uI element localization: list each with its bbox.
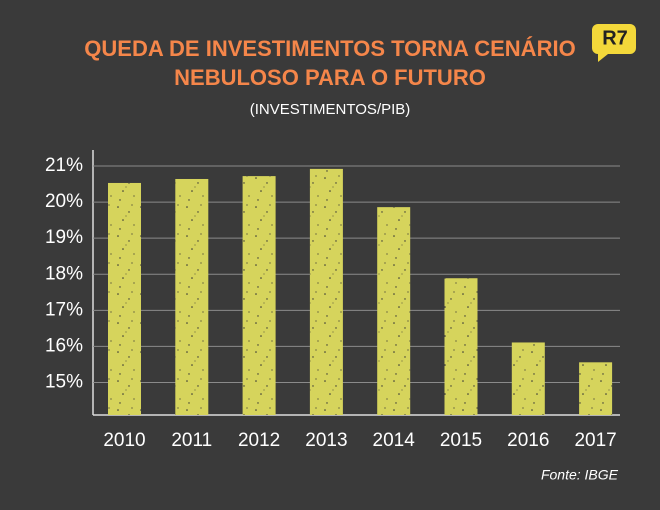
logo: R7	[602, 27, 628, 49]
y-tick-label: 15%	[45, 372, 83, 393]
x-tick-label: 2017	[574, 430, 616, 451]
bar-texture	[309, 168, 343, 415]
x-tick-label: 2012	[238, 430, 280, 451]
bar-texture	[108, 182, 141, 415]
y-tick-label: 16%	[45, 335, 83, 356]
x-tick-label: 2015	[440, 430, 482, 451]
y-tick-label: 19%	[45, 227, 83, 248]
y-tick-label: 20%	[45, 191, 83, 212]
x-tick-label: 2016	[507, 430, 549, 451]
chart-subtitle: (INVESTIMENTOS/PIB)	[250, 101, 411, 118]
chart-title: QUEDA DE INVESTIMENTOS TORNA CENÁRIO	[84, 36, 575, 61]
x-tick-label: 2011	[171, 430, 212, 451]
source: Fonte: IBGE	[541, 467, 619, 483]
bar-texture	[377, 207, 411, 415]
x-tick-label: 2010	[103, 430, 145, 451]
bar-texture	[175, 178, 209, 415]
bar-texture	[444, 278, 478, 415]
bar-texture	[511, 342, 545, 415]
y-tick-label: 21%	[45, 155, 83, 176]
x-tick-label: 2014	[373, 430, 416, 451]
logo-badge	[592, 24, 636, 62]
x-tick-label: 2013	[305, 430, 347, 451]
bar-texture	[242, 176, 276, 415]
chart-title: NEBULOSO PARA O FUTURO	[174, 65, 486, 90]
y-tick-label: 18%	[45, 263, 83, 284]
y-tick-label: 17%	[45, 299, 83, 320]
bar-texture	[579, 362, 613, 415]
